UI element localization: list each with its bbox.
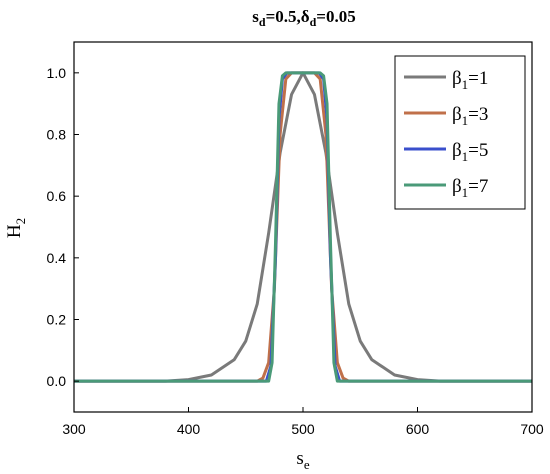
x-tick-label: 500 <box>291 421 315 437</box>
y-tick-label: 0.8 <box>47 127 67 143</box>
y-axis-label: H2 <box>4 218 28 238</box>
series-layer <box>74 71 532 383</box>
x-tick-label: 300 <box>62 421 86 437</box>
y-tick-label: 1.0 <box>47 65 67 81</box>
legend-label-3: β1=5 <box>452 140 488 164</box>
legend: β1=1 β1=3 β1=5 β1=7 <box>394 55 526 210</box>
x-tick-label: 600 <box>406 421 430 437</box>
x-axis-label: se <box>296 448 309 472</box>
chart-title: sd=0.5,δd=0.05 <box>252 7 355 29</box>
legend-label-1: β1=1 <box>452 68 488 92</box>
ticks-layer: 300 400 500 600 700 0.0 0.2 0.4 0.6 0.8 1.0 <box>47 65 544 437</box>
y-tick-label: 0.2 <box>47 312 67 328</box>
y-tick-label: 0.4 <box>47 250 67 266</box>
x-tick-label: 400 <box>177 421 201 437</box>
y-tick-label: 0.6 <box>47 188 67 204</box>
legend-label-2: β1=3 <box>452 104 488 128</box>
series-line-4 <box>74 71 532 383</box>
legend-label-4: β1=7 <box>452 176 488 200</box>
x-tick-label: 700 <box>520 421 544 437</box>
legend-items: β1=1 β1=3 β1=5 β1=7 <box>404 68 488 200</box>
y-tick-label: 0.0 <box>47 373 67 389</box>
